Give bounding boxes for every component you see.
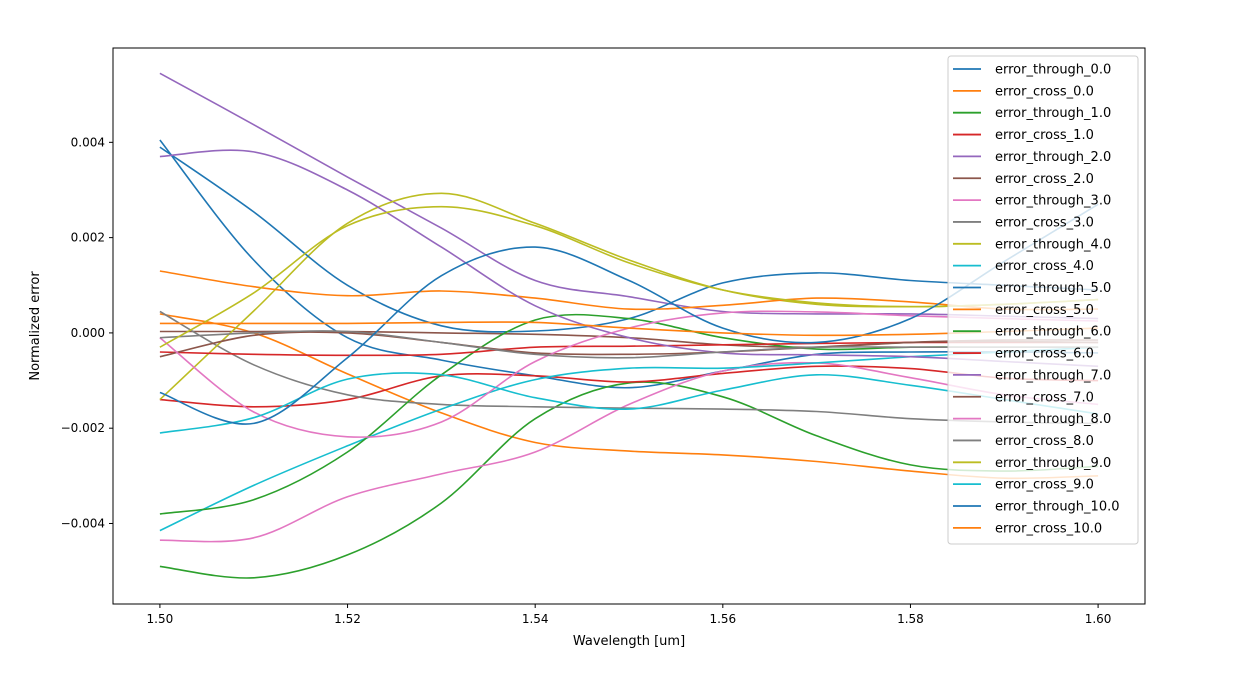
legend-label: error_through_3.0	[995, 194, 1111, 209]
legend-label: error_cross_0.0	[995, 84, 1094, 99]
legend-label: error_cross_10.0	[995, 521, 1102, 536]
legend-label: error_cross_3.0	[995, 215, 1094, 230]
legend-label: error_cross_1.0	[995, 128, 1094, 143]
legend-label: error_cross_9.0	[995, 478, 1094, 493]
legend-label: error_cross_8.0	[995, 434, 1094, 449]
x-tick-label: 1.52	[334, 612, 361, 626]
y-axis: −0.004 −0.002 0.000 0.002 0.004	[61, 135, 113, 530]
legend-label: error_through_6.0	[995, 325, 1111, 340]
legend-label: error_through_5.0	[995, 281, 1111, 296]
x-tick-label: 1.54	[522, 612, 549, 626]
series-line-error_cross_9.0	[159, 372, 1099, 434]
series-line-error_cross_1.0	[159, 365, 1099, 408]
y-tick-label: −0.002	[61, 421, 105, 435]
series-line-error_through_3.0	[159, 361, 1099, 543]
y-tick-label: 0.002	[71, 231, 105, 245]
x-axis: 1.50 1.52 1.54 1.56 1.58 1.60	[147, 604, 1112, 626]
series-line-error_through_10.0	[159, 203, 1099, 425]
x-tick-label: 1.58	[897, 612, 924, 626]
series-line-error_through_0.0	[159, 139, 1099, 389]
y-axis-label: Normalized error	[28, 271, 43, 381]
y-tick-label: −0.004	[61, 516, 105, 530]
series-layer	[159, 72, 1099, 579]
y-tick-label: 0.000	[71, 326, 105, 340]
series-line-error_cross_10.0	[159, 321, 1099, 337]
legend-label: error_through_4.0	[995, 237, 1111, 252]
series-line-error_cross_8.0	[159, 330, 1099, 359]
legend-label: error_cross_2.0	[995, 172, 1094, 187]
legend-box	[947, 55, 1139, 545]
legend-label: error_through_9.0	[995, 456, 1111, 471]
plot-frame	[112, 47, 1146, 605]
legend-label: error_cross_5.0	[995, 303, 1094, 318]
series-line-error_through_2.0	[159, 72, 1099, 320]
series-line-error_through_7.0	[159, 149, 1099, 368]
legend-label: error_through_1.0	[995, 106, 1111, 121]
legend-label: error_through_2.0	[995, 150, 1111, 165]
legend-label: error_cross_7.0	[995, 390, 1094, 405]
series-line-error_cross_7.0	[159, 331, 1099, 358]
legend-label: error_through_10.0	[995, 500, 1120, 515]
x-tick-label: 1.50	[147, 612, 174, 626]
x-tick-label: 1.56	[709, 612, 736, 626]
series-line-error_through_1.0	[159, 381, 1099, 579]
legend-label: error_cross_4.0	[995, 259, 1094, 274]
series-line-error_cross_0.0	[159, 313, 1099, 480]
series-line-error_cross_3.0	[159, 310, 1099, 425]
series-line-error_cross_4.0	[159, 346, 1099, 532]
legend: error_through_0.0 error_cross_0.0 error_th…	[947, 55, 1139, 545]
x-tick-label: 1.60	[1085, 612, 1112, 626]
legend-label: error_through_0.0	[995, 63, 1111, 78]
x-axis-label: Wavelength [um]	[573, 634, 685, 649]
legend-label: error_cross_6.0	[995, 347, 1094, 362]
legend-label: error_through_7.0	[995, 368, 1111, 383]
legend-label: error_through_8.0	[995, 412, 1111, 427]
y-tick-label: 0.004	[71, 135, 105, 149]
